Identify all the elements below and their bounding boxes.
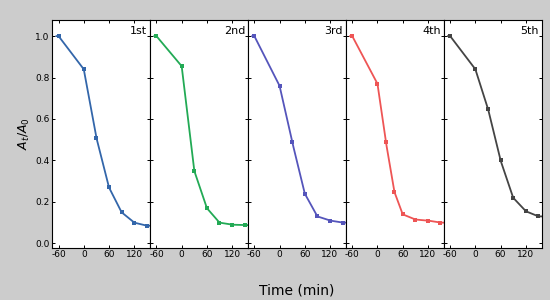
Point — [54, 34, 63, 38]
Text: 2nd: 2nd — [224, 26, 245, 36]
Point — [348, 34, 356, 38]
Point — [509, 195, 518, 200]
Point — [250, 34, 258, 38]
Point — [382, 140, 390, 144]
Text: 4th: 4th — [422, 26, 441, 36]
Point — [471, 67, 480, 72]
Point — [142, 223, 151, 228]
Point — [228, 222, 236, 227]
Point — [177, 64, 186, 68]
Point — [92, 135, 101, 140]
Point — [240, 223, 249, 227]
Point — [300, 191, 309, 196]
Point — [424, 218, 432, 223]
Text: Time (min): Time (min) — [259, 283, 335, 297]
Point — [496, 158, 505, 163]
Point — [275, 83, 284, 88]
Point — [398, 212, 407, 217]
Point — [483, 106, 492, 111]
Point — [190, 168, 199, 173]
Point — [313, 214, 322, 219]
Text: 1st: 1st — [130, 26, 147, 36]
Point — [117, 210, 126, 215]
Text: 5th: 5th — [520, 26, 539, 36]
Point — [326, 218, 334, 223]
Point — [411, 217, 420, 222]
Point — [130, 220, 139, 225]
Text: 3rd: 3rd — [324, 26, 343, 36]
Point — [288, 140, 296, 144]
Point — [152, 34, 161, 38]
Point — [215, 220, 224, 225]
Point — [436, 220, 445, 225]
Point — [446, 34, 454, 38]
Point — [338, 220, 347, 225]
Point — [534, 214, 543, 219]
Point — [79, 67, 88, 72]
Y-axis label: $A_t/A_0$: $A_t/A_0$ — [17, 117, 32, 150]
Point — [202, 206, 211, 211]
Point — [373, 81, 382, 86]
Point — [390, 189, 399, 194]
Point — [521, 209, 530, 214]
Point — [104, 185, 113, 190]
